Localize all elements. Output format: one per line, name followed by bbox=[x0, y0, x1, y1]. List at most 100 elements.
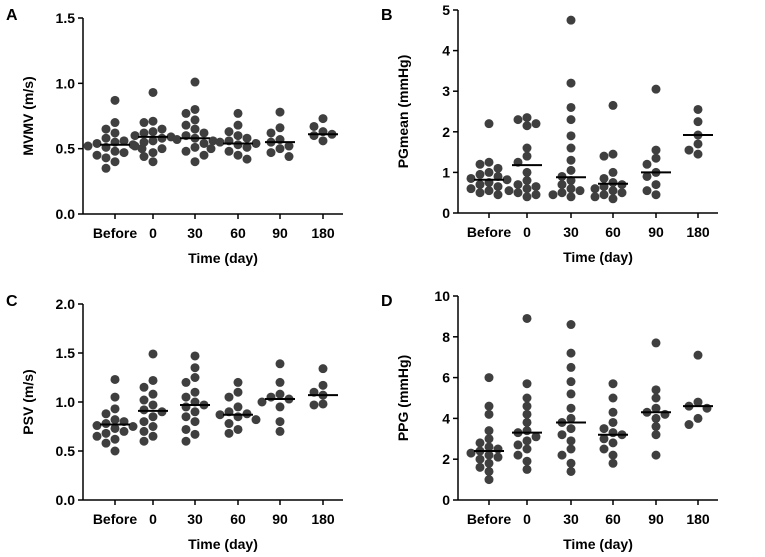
data-point bbox=[566, 102, 576, 112]
data-point bbox=[475, 438, 485, 448]
data-point bbox=[642, 171, 652, 181]
y-tick-label: 2 bbox=[442, 124, 450, 140]
data-point bbox=[139, 137, 149, 147]
data-point bbox=[190, 363, 200, 373]
data-point bbox=[110, 157, 120, 167]
data-point bbox=[608, 379, 618, 389]
data-point bbox=[309, 400, 319, 410]
data-point bbox=[522, 444, 532, 454]
data-point bbox=[233, 150, 243, 160]
data-point bbox=[599, 444, 609, 454]
data-point bbox=[139, 395, 149, 405]
data-point bbox=[484, 409, 494, 419]
y-tick-label: 1.0 bbox=[56, 394, 76, 410]
data-point bbox=[548, 190, 558, 200]
data-point bbox=[148, 400, 158, 410]
data-point bbox=[110, 446, 120, 456]
data-point bbox=[608, 393, 618, 403]
data-point bbox=[531, 432, 541, 442]
data-point bbox=[651, 153, 661, 163]
data-point bbox=[531, 119, 541, 129]
data-point bbox=[101, 163, 111, 173]
data-point bbox=[233, 412, 243, 422]
data-point bbox=[651, 403, 661, 413]
data-point bbox=[190, 387, 200, 397]
data-point bbox=[92, 138, 102, 148]
data-point bbox=[139, 417, 149, 427]
data-point bbox=[148, 349, 158, 359]
data-point bbox=[484, 401, 494, 411]
x-tick-label: 30 bbox=[187, 225, 203, 241]
data-point bbox=[608, 438, 618, 448]
data-point bbox=[190, 373, 200, 382]
data-point bbox=[608, 417, 618, 427]
data-point bbox=[275, 377, 285, 387]
x-tick-label: Before bbox=[93, 225, 138, 241]
x-tick-label: 90 bbox=[648, 224, 664, 240]
data-point bbox=[206, 144, 216, 154]
x-tick-label: 90 bbox=[272, 511, 288, 527]
data-point bbox=[608, 186, 618, 196]
y-tick-label: 0 bbox=[442, 205, 450, 221]
x-tick-label: 30 bbox=[563, 511, 579, 527]
data-point bbox=[119, 136, 129, 146]
data-point bbox=[190, 115, 200, 125]
y-axis-title: PGmean (mmHg) bbox=[395, 55, 411, 169]
x-tick-label: 0 bbox=[149, 511, 157, 527]
x-axis-title: Time (day) bbox=[188, 250, 258, 266]
y-tick-label: 0.5 bbox=[56, 141, 76, 157]
data-point bbox=[181, 146, 191, 156]
data-point bbox=[566, 362, 576, 372]
x-axis-title: Time (day) bbox=[563, 249, 633, 265]
data-point bbox=[92, 150, 102, 160]
data-point bbox=[148, 422, 158, 431]
data-point bbox=[83, 141, 93, 151]
data-point bbox=[275, 417, 285, 427]
data-point bbox=[566, 15, 576, 25]
data-point bbox=[484, 466, 494, 476]
data-point bbox=[522, 436, 532, 446]
data-point bbox=[224, 428, 234, 438]
data-point bbox=[608, 178, 618, 188]
data-point bbox=[590, 184, 600, 194]
data-point bbox=[513, 115, 523, 125]
data-point bbox=[693, 149, 703, 159]
data-point bbox=[110, 415, 120, 425]
data-point bbox=[566, 115, 576, 125]
data-point bbox=[309, 131, 319, 141]
data-point bbox=[557, 430, 567, 440]
data-point bbox=[693, 350, 703, 360]
data-point bbox=[608, 407, 618, 417]
data-point bbox=[651, 413, 661, 423]
x-tick-label: Before bbox=[467, 511, 512, 527]
data-point bbox=[190, 124, 200, 134]
data-point bbox=[266, 148, 276, 158]
data-point bbox=[148, 389, 158, 399]
data-point bbox=[110, 146, 120, 156]
data-point bbox=[190, 407, 200, 417]
data-point bbox=[181, 424, 191, 434]
data-point bbox=[522, 313, 532, 323]
data-point bbox=[233, 140, 243, 150]
data-point bbox=[493, 163, 503, 173]
data-point bbox=[242, 133, 252, 143]
data-point bbox=[284, 141, 294, 151]
data-point bbox=[139, 426, 149, 436]
data-point bbox=[233, 387, 243, 397]
data-point bbox=[513, 180, 523, 190]
data-point bbox=[224, 419, 234, 429]
data-point bbox=[101, 133, 111, 143]
data-point bbox=[233, 377, 243, 387]
data-point bbox=[522, 409, 532, 419]
data-point bbox=[284, 152, 294, 162]
data-point bbox=[566, 389, 576, 399]
data-point bbox=[466, 448, 476, 458]
data-point bbox=[693, 139, 703, 149]
x-tick-label: 60 bbox=[230, 225, 246, 241]
data-point bbox=[522, 113, 532, 123]
y-tick-label: 0.5 bbox=[56, 443, 76, 459]
data-point bbox=[266, 392, 276, 402]
data-point bbox=[318, 114, 328, 124]
panel-a: A 0.0 0.5 1.0 1.5 Before 0 30 60 90 180 Time (day) M… bbox=[6, 7, 343, 266]
data-point bbox=[493, 444, 503, 454]
